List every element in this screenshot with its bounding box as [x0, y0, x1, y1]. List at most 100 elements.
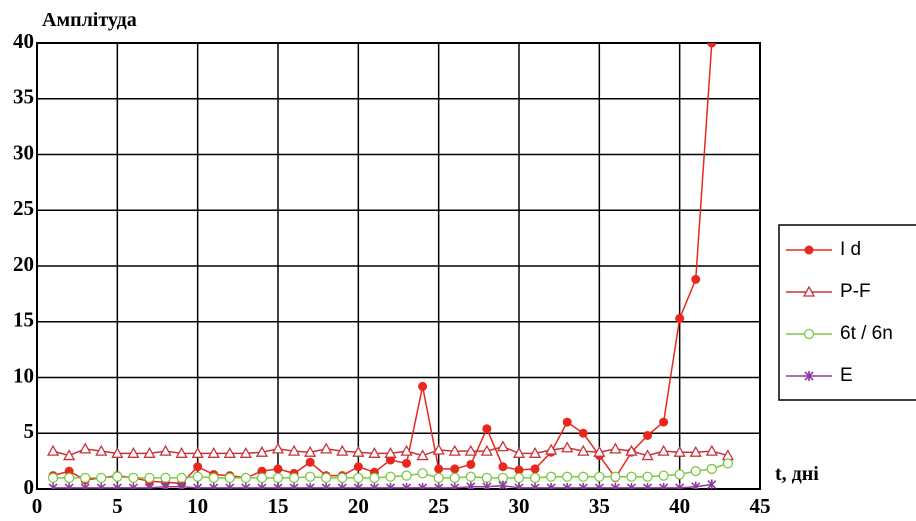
x-tick-label: 10 — [187, 494, 208, 518]
marker — [707, 479, 717, 489]
marker — [690, 466, 701, 477]
marker — [561, 441, 574, 453]
marker — [496, 440, 510, 452]
marker — [111, 446, 124, 458]
marker — [642, 482, 653, 489]
marker — [176, 472, 187, 484]
marker — [466, 459, 476, 469]
marker — [802, 285, 816, 297]
x-tick-label: 15 — [268, 494, 289, 518]
marker — [465, 471, 476, 482]
marker — [177, 481, 187, 489]
x-tick-label: 30 — [509, 494, 530, 518]
marker — [304, 445, 317, 457]
marker — [546, 482, 556, 489]
marker — [193, 462, 203, 472]
marker — [449, 472, 460, 484]
marker — [63, 449, 76, 461]
marker — [432, 443, 445, 455]
marker — [418, 482, 428, 489]
marker — [127, 446, 140, 458]
marker — [480, 444, 493, 456]
marker — [481, 472, 493, 484]
marker — [691, 481, 701, 489]
marker — [658, 470, 669, 481]
series-line — [52, 43, 713, 485]
y-axis-label: Амплітуда — [42, 9, 137, 31]
marker — [321, 472, 332, 484]
marker — [482, 481, 492, 489]
marker — [530, 482, 540, 489]
marker — [643, 430, 653, 440]
marker — [96, 482, 106, 489]
marker — [545, 471, 557, 482]
marker — [689, 445, 702, 457]
marker — [240, 472, 252, 484]
marker — [272, 472, 284, 484]
marker — [143, 446, 156, 458]
marker — [273, 464, 283, 474]
marker — [208, 472, 219, 484]
marker — [287, 444, 301, 456]
marker — [610, 471, 621, 482]
marker — [384, 446, 397, 458]
marker — [239, 446, 252, 458]
y-tick-label: 20 — [13, 252, 34, 276]
marker — [385, 471, 396, 482]
marker — [594, 471, 605, 482]
marker — [610, 482, 620, 489]
marker — [273, 482, 283, 489]
marker — [305, 457, 315, 467]
marker — [416, 449, 429, 461]
marker — [482, 424, 492, 434]
marker — [529, 472, 541, 484]
marker — [321, 482, 331, 489]
marker — [659, 417, 669, 427]
marker — [191, 446, 204, 458]
y-tick-label: 35 — [13, 85, 34, 109]
marker — [128, 482, 138, 489]
marker — [641, 449, 654, 461]
marker — [336, 444, 349, 456]
legend-box — [778, 224, 916, 401]
marker — [305, 482, 315, 489]
marker — [448, 444, 461, 456]
marker — [722, 458, 734, 469]
marker — [578, 482, 588, 489]
marker — [562, 471, 573, 482]
marker — [255, 445, 269, 457]
marker — [48, 482, 58, 489]
x-tick-label: 25 — [428, 494, 449, 518]
marker — [112, 482, 122, 489]
marker — [675, 313, 685, 323]
marker — [562, 482, 572, 489]
x-tick-label: 40 — [669, 494, 690, 518]
marker — [128, 472, 139, 484]
marker — [528, 446, 542, 458]
marker — [434, 482, 444, 489]
marker — [223, 446, 236, 458]
marker — [192, 471, 203, 482]
marker — [193, 482, 203, 489]
marker — [804, 245, 814, 255]
marker — [433, 472, 444, 484]
marker — [224, 472, 235, 484]
legend-label: E — [840, 365, 853, 386]
y-tick-label: 40 — [13, 29, 34, 53]
marker — [144, 482, 155, 489]
x-tick-label: 0 — [32, 494, 43, 518]
marker — [673, 445, 686, 457]
marker — [352, 445, 365, 457]
x-tick-label: 20 — [348, 494, 369, 518]
marker — [659, 482, 669, 489]
x-tick-label: 35 — [589, 494, 610, 518]
y-tick-label: 0 — [24, 475, 35, 499]
legend-label: P-F — [840, 281, 871, 302]
marker — [545, 443, 558, 455]
marker — [594, 482, 604, 489]
marker — [257, 482, 267, 489]
marker — [337, 482, 347, 489]
marker — [385, 482, 396, 489]
marker — [79, 442, 92, 454]
